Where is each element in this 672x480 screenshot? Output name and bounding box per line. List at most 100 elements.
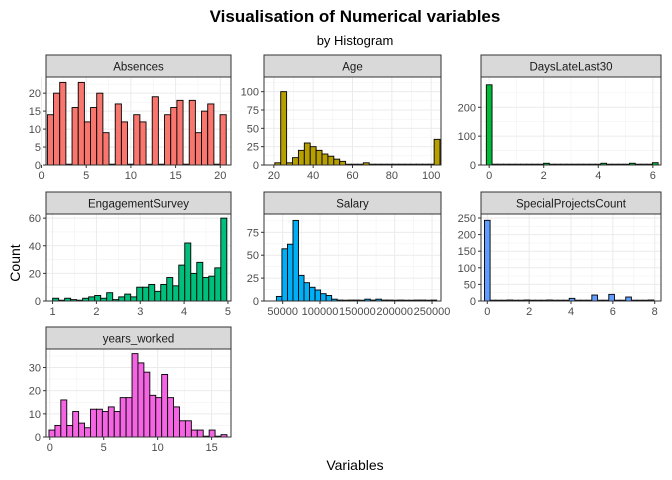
histogram-bar: [625, 296, 632, 302]
histogram-bar: [94, 295, 102, 302]
histogram-bar: [484, 219, 491, 302]
histogram-bar: [184, 242, 192, 302]
y-tick-label: 150: [458, 246, 476, 258]
histogram-bar: [66, 424, 74, 438]
x-tick-label: 5: [101, 442, 107, 454]
histogram-bar: [151, 96, 159, 166]
histogram-bar: [176, 99, 184, 166]
histogram-bar: [298, 274, 305, 302]
x-tick-label: 20: [268, 170, 280, 182]
x-tick-label: 150000: [339, 306, 376, 318]
histogram-bar: [136, 286, 144, 302]
x-tick-label: 5: [225, 306, 231, 318]
x-tick-label: 2: [541, 170, 547, 182]
histogram-bar: [143, 371, 151, 438]
histogram-bar: [309, 286, 316, 302]
histogram-bar: [190, 429, 198, 438]
x-tick-label: 1: [50, 306, 56, 318]
histogram-bar: [190, 272, 198, 302]
panel-years-worked: years_worked 0 5 10 15 0 10 20 30: [29, 326, 232, 454]
x-tick-label: 0: [484, 306, 490, 318]
histogram-bar: [303, 142, 311, 166]
panel-border: [263, 213, 442, 302]
y-tick-label: 60: [29, 213, 41, 225]
x-tick-label: 10: [125, 170, 137, 182]
histogram-bar: [280, 91, 288, 166]
x-tick-label: 6: [610, 306, 616, 318]
histogram-bar: [320, 293, 327, 302]
y-tick-label: 100: [458, 131, 476, 143]
histogram-bar: [333, 158, 341, 166]
y-tick-label: 10: [29, 124, 41, 136]
histogram-bar: [281, 248, 288, 302]
panel-engagementsurvey: EngagementSurvey 1 2 3 4 5 0 20 40 60: [29, 191, 232, 318]
panel-border: [45, 348, 232, 438]
histogram-bar: [179, 420, 186, 438]
histogram-bar: [201, 110, 209, 166]
x-tick-label: 2: [93, 306, 99, 318]
x-tick-label: 0: [486, 170, 492, 182]
strip-label: EngagementSurvey: [88, 199, 189, 211]
histogram-bar: [130, 296, 138, 302]
y-tick-label: 0: [253, 160, 259, 172]
x-tick-label: 2: [526, 306, 532, 318]
histogram-bar: [292, 157, 299, 166]
y-tick-label: 0: [253, 296, 259, 308]
y-axis-title: Count: [7, 244, 23, 281]
histogram-bar: [314, 289, 322, 302]
x-tick-label: 5: [83, 170, 89, 182]
histogram-bar: [77, 81, 85, 166]
x-tick-label: 3: [137, 306, 143, 318]
histogram-bar: [315, 149, 323, 166]
y-tick-label: 5: [35, 142, 41, 154]
histogram-bar: [202, 277, 210, 302]
x-tick-label: 0: [38, 170, 44, 182]
histogram-bar: [101, 411, 109, 438]
histogram-bar: [118, 296, 126, 302]
strip-label: Age: [342, 62, 362, 74]
histogram-bar: [591, 294, 598, 302]
histogram-bar: [125, 397, 133, 438]
panel-border: [45, 76, 232, 166]
histogram-bar: [170, 107, 178, 166]
figure-title: Visualisation of Numerical variables: [210, 7, 501, 26]
histogram-bar: [173, 406, 180, 438]
histogram-bar: [88, 296, 96, 302]
histogram-bar: [178, 264, 186, 302]
strip-label: Salary: [336, 199, 369, 211]
panel-specialprojectscount: SpecialProjectsCount 0 2 4 6 8 0 50 100 150 200 250: [458, 191, 662, 318]
x-axis-title: Variables: [326, 457, 383, 473]
panel-age: Age 20 40 60 80 100 0 25 50 75 100: [241, 54, 442, 182]
histogram-bar: [275, 295, 283, 302]
x-tick-label: 4: [568, 306, 574, 318]
histogram-bar: [608, 293, 615, 302]
histogram-bar: [95, 408, 103, 438]
histogram-bar: [161, 374, 169, 438]
histogram-bar: [325, 295, 333, 302]
histogram-bar: [46, 114, 55, 166]
histogram-bar: [196, 429, 204, 438]
y-tick-label: 50: [247, 250, 259, 262]
histogram-bar: [309, 146, 317, 166]
x-tick-label: 0: [47, 442, 53, 454]
x-tick-label: 100: [422, 170, 440, 182]
histogram-bar: [139, 121, 147, 166]
histogram-bar: [485, 84, 493, 166]
figure-subtitle: by Histogram: [317, 33, 394, 48]
y-tick-label: 200: [458, 230, 476, 242]
histogram-bar: [71, 107, 79, 166]
histogram-bar: [184, 420, 192, 438]
histogram-bar: [188, 99, 196, 166]
y-tick-label: 75: [247, 227, 259, 239]
histogram-bar: [90, 408, 97, 438]
histogram-bar: [164, 114, 172, 166]
y-tick-label: 100: [241, 87, 259, 99]
strip-label: DaysLateLast30: [529, 62, 612, 74]
histogram-bar: [297, 149, 305, 166]
histogram-bar: [196, 261, 204, 302]
histogram-bar: [142, 286, 150, 302]
x-tick-label: 8: [652, 306, 658, 318]
